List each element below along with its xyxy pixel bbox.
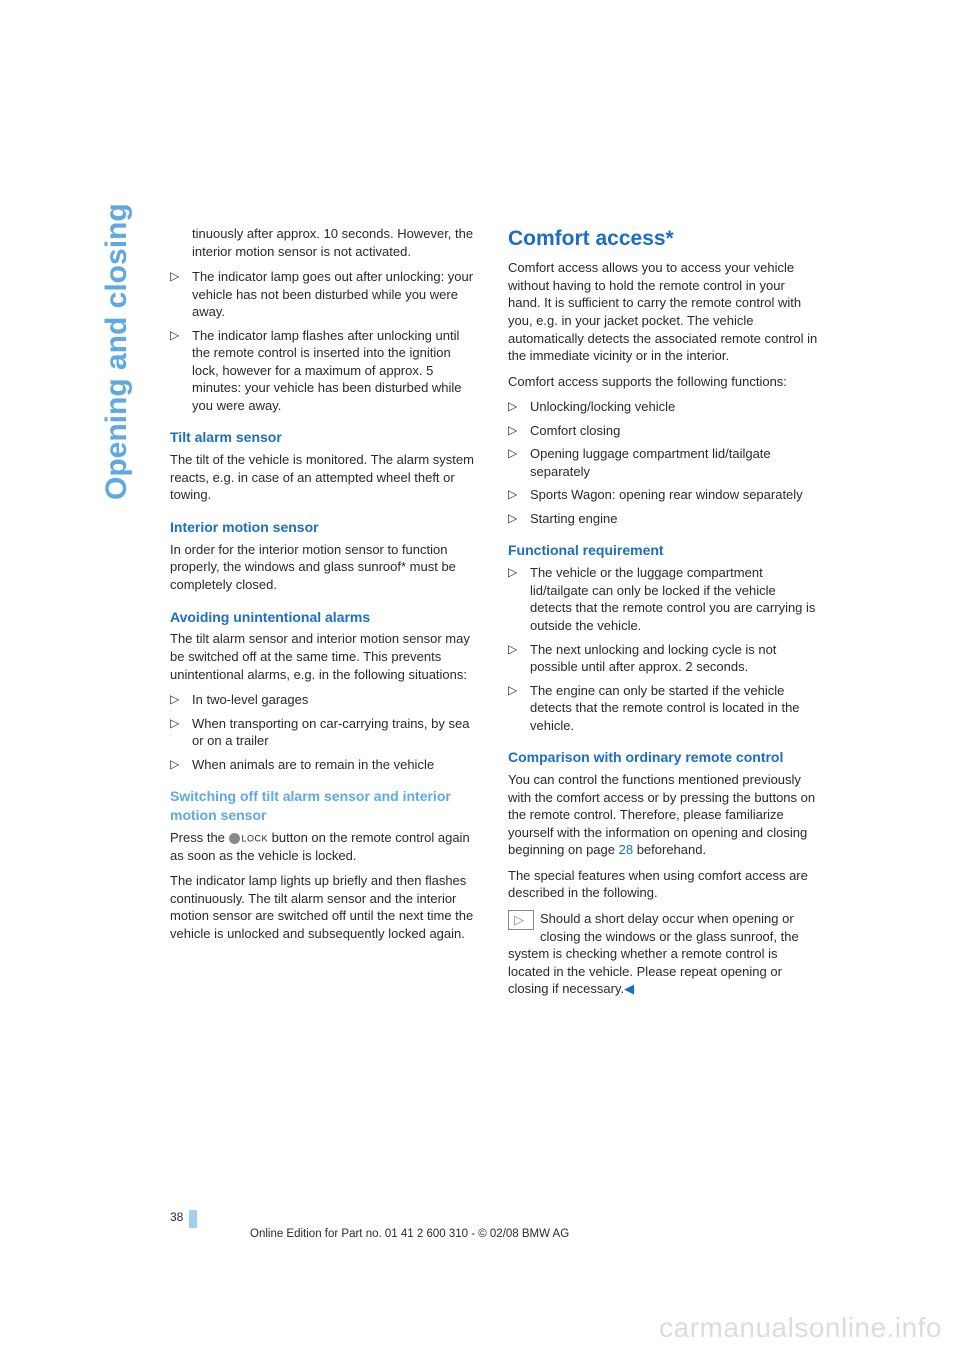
note-icon <box>508 910 534 930</box>
body-text: You can control the functions mentioned … <box>508 771 818 859</box>
list-item: Opening luggage compartment lid/tailgate… <box>508 445 818 480</box>
list-item: The next unlocking and locking cycle is … <box>508 641 818 676</box>
page-link-28[interactable]: 28 <box>619 842 633 857</box>
body-text: The indicator lamp lights up briefly and… <box>170 872 480 942</box>
list-item: The engine can only be started if the ve… <box>508 682 818 735</box>
list-item: Comfort closing <box>508 422 818 440</box>
indicator-list: The indicator lamp goes out after unlock… <box>170 268 480 414</box>
body-text: In order for the interior motion sensor … <box>170 541 480 594</box>
left-column: tinuously after approx. 10 seconds. Howe… <box>170 225 480 1006</box>
heading-functional-req: Functional requirement <box>508 541 818 560</box>
heading-comparison: Comparison with ordinary remote control <box>508 748 818 767</box>
heading-tilt: Tilt alarm sensor <box>170 428 480 447</box>
right-column: Comfort access* Comfort access allows yo… <box>508 225 818 1006</box>
support-list: Unlocking/locking vehicle Comfort closin… <box>508 398 818 527</box>
lock-icon <box>229 833 240 844</box>
heading-avoid: Avoiding unintentional alarms <box>170 608 480 627</box>
list-item: The indicator lamp goes out after unlock… <box>170 268 480 321</box>
continuation-text: tinuously after approx. 10 seconds. Howe… <box>170 225 480 260</box>
list-item: Unlocking/locking vehicle <box>508 398 818 416</box>
end-mark-icon: ◀ <box>624 981 634 996</box>
body-text: The special features when using comfort … <box>508 867 818 902</box>
func-list: The vehicle or the luggage compartment l… <box>508 564 818 734</box>
heading-comfort-access: Comfort access* <box>508 225 818 253</box>
content-columns: tinuously after approx. 10 seconds. Howe… <box>170 225 840 1006</box>
body-text: Comfort access supports the following fu… <box>508 373 818 391</box>
footer-text: Online Edition for Part no. 01 41 2 600 … <box>250 1228 569 1240</box>
body-text: Press the LOCK button on the remote cont… <box>170 829 480 864</box>
note-text: Should a short delay occur when opening … <box>508 911 799 996</box>
list-item: In two-level garages <box>170 691 480 709</box>
watermark: carmanualsonline.info <box>659 1312 942 1344</box>
text-part: Press the <box>170 830 229 845</box>
list-item: When transporting on car-carrying trains… <box>170 715 480 750</box>
body-text: Comfort access allows you to access your… <box>508 259 818 364</box>
text-part: beforehand. <box>633 842 706 857</box>
page-number: 38 <box>170 1210 197 1228</box>
list-item: The indicator lamp flashes after unlocki… <box>170 327 480 415</box>
list-item: Starting engine <box>508 510 818 528</box>
chapter-side-title: Opening and closing <box>100 203 134 500</box>
body-text: The tilt alarm sensor and interior motio… <box>170 630 480 683</box>
avoid-list: In two-level garages When transporting o… <box>170 691 480 773</box>
heading-interior: Interior motion sensor <box>170 518 480 537</box>
page: Opening and closing tinuously after appr… <box>0 0 960 1358</box>
heading-switch-off: Switching off tilt alarm sensor and inte… <box>170 787 480 825</box>
lock-label: LOCK <box>242 834 269 844</box>
list-item: Sports Wagon: opening rear window separa… <box>508 486 818 504</box>
body-text: The tilt of the vehicle is monitored. Th… <box>170 451 480 504</box>
list-item: The vehicle or the luggage compartment l… <box>508 564 818 634</box>
note-block: Should a short delay occur when opening … <box>508 910 818 998</box>
page-number-wrap: 38 <box>170 1210 197 1228</box>
list-item: When animals are to remain in the vehicl… <box>170 756 480 774</box>
